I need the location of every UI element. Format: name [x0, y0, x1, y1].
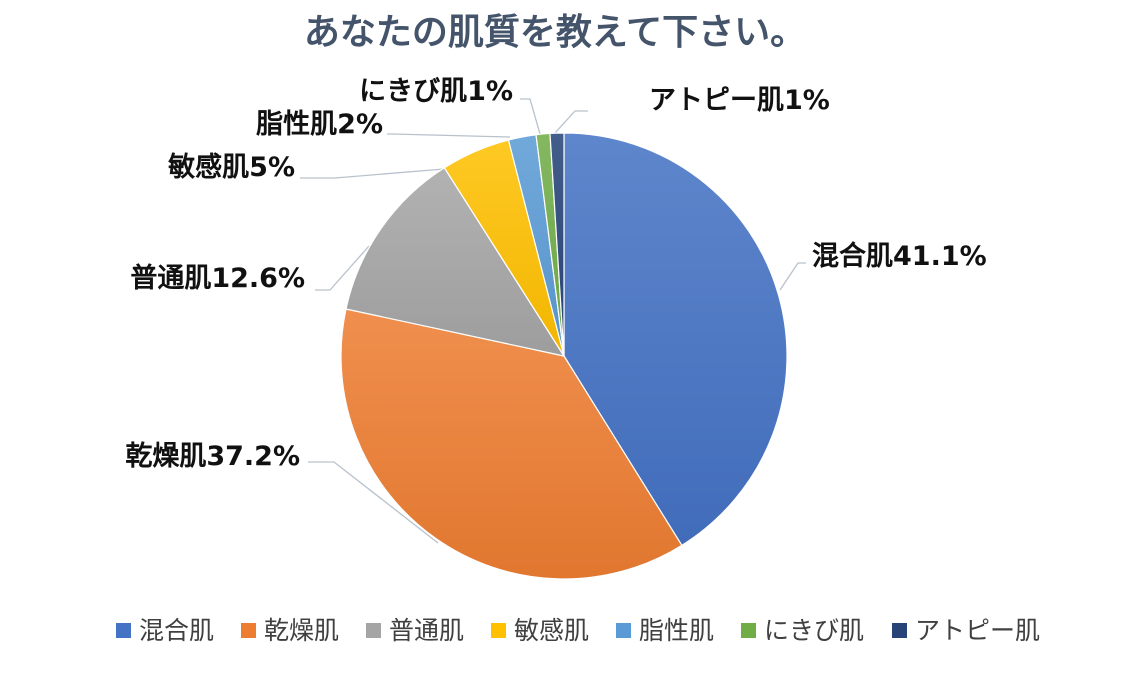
- legend-label: 混合肌: [139, 616, 214, 645]
- legend-item: 普通肌: [366, 616, 464, 645]
- data-label: 敏感肌5%: [167, 151, 295, 183]
- legend-item: 混合肌: [116, 616, 214, 645]
- data-label: 脂性肌2%: [256, 109, 383, 140]
- pie-slices: [340, 132, 788, 580]
- legend-swatch: [741, 623, 756, 638]
- leader-line: [315, 245, 370, 291]
- legend-swatch: [892, 623, 907, 638]
- pie-slice: [549, 132, 565, 357]
- legend: 混合肌 乾燥肌 普通肌 敏感肌 脂性肌 にきび肌 アトピー肌: [116, 616, 1040, 645]
- legend-item: 乾燥肌: [241, 616, 339, 645]
- chart-title: あなたの肌質を教えて下さい。: [304, 12, 806, 53]
- data-label: アトピー肌1%: [649, 85, 830, 116]
- legend-label: 敏感肌: [514, 616, 589, 645]
- leader-line: [554, 110, 588, 134]
- legend-swatch: [241, 623, 256, 638]
- legend-label: 乾燥肌: [264, 616, 339, 645]
- legend-label: 脂性肌: [639, 616, 714, 645]
- leader-line: [387, 133, 511, 138]
- legend-item: にきび肌: [741, 616, 864, 645]
- data-label: 普通肌12.6%: [130, 262, 305, 294]
- pie-slice: [563, 132, 788, 547]
- legend-item: アトピー肌: [892, 616, 1040, 645]
- data-label: 混合肌41.1%: [812, 240, 987, 272]
- data-labels: 混合肌41.1% 乾燥肌37.2% 普通肌12.6% 敏感肌5% 脂性肌2%にきび肌1%…: [125, 76, 986, 472]
- data-label: にきび肌1%: [359, 76, 513, 107]
- leader-line: [779, 262, 806, 291]
- pie-slice: [345, 166, 566, 357]
- legend-swatch: [366, 623, 381, 638]
- legend-label: 普通肌: [389, 616, 464, 645]
- legend-swatch: [116, 623, 131, 638]
- legend-item: 敏感肌: [491, 616, 589, 645]
- legend-swatch: [616, 623, 631, 638]
- leader-line: [520, 98, 541, 135]
- legend-label: にきび肌: [764, 616, 864, 645]
- leader-line: [300, 168, 445, 179]
- legend-label: アトピー肌: [915, 616, 1040, 645]
- leader-line: [308, 461, 439, 544]
- legend-item: 脂性肌: [616, 616, 714, 645]
- leader-lines: [300, 98, 806, 544]
- pie-slice: [340, 308, 683, 580]
- legend-swatch: [491, 623, 506, 638]
- data-label: 乾燥肌37.2%: [125, 441, 300, 472]
